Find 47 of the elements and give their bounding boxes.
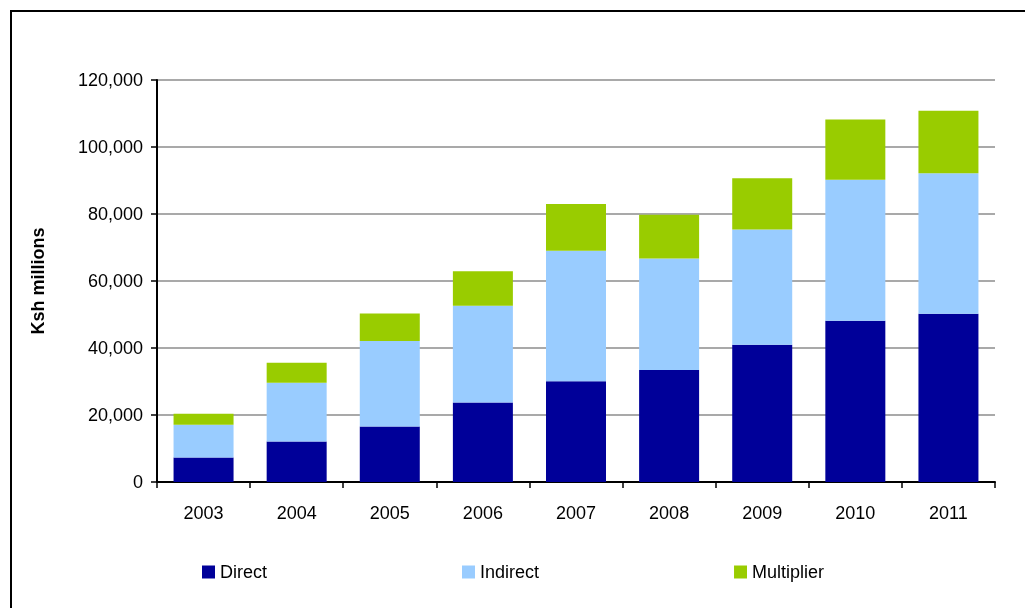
bar xyxy=(825,179,886,321)
y-tick-label: 60,000 xyxy=(87,271,143,291)
bar xyxy=(546,203,606,251)
bar xyxy=(732,178,793,230)
bar xyxy=(546,381,606,482)
y-tick-label: 0 xyxy=(132,472,143,492)
x-tick-label: 2003 xyxy=(183,503,224,523)
bar xyxy=(732,229,793,345)
bar xyxy=(639,214,700,259)
bar xyxy=(546,250,606,382)
y-tick-label: 40,000 xyxy=(87,338,143,358)
x-tick-label: 2006 xyxy=(462,503,503,523)
bar xyxy=(173,457,234,482)
bar xyxy=(918,313,979,482)
bar xyxy=(359,426,420,482)
legend-label: Direct xyxy=(220,562,268,582)
bar xyxy=(359,340,420,427)
x-tick-label: 2005 xyxy=(369,503,410,523)
bar xyxy=(825,119,886,180)
x-tick-label: 2008 xyxy=(649,503,690,523)
y-tick-label: 80,000 xyxy=(87,204,143,224)
legend-label: Multiplier xyxy=(752,562,825,582)
x-tick-label: 2010 xyxy=(835,503,876,523)
bar xyxy=(452,402,513,482)
y-tick-label: 100,000 xyxy=(77,137,143,157)
bar xyxy=(359,313,420,341)
bar xyxy=(266,441,327,482)
bar xyxy=(825,320,886,482)
legend-label: Indirect xyxy=(480,562,540,582)
bar xyxy=(639,258,700,371)
bar xyxy=(918,173,979,314)
y-axis-title: Ksh millions xyxy=(28,227,48,335)
bar xyxy=(266,382,327,442)
bar xyxy=(173,424,234,458)
bar xyxy=(639,370,700,482)
x-tick-label: 2004 xyxy=(276,503,317,523)
bar xyxy=(452,305,513,403)
bar xyxy=(452,271,513,306)
bar xyxy=(266,362,327,383)
x-tick-label: 2011 xyxy=(929,503,968,523)
x-tick-label: 2007 xyxy=(555,503,597,523)
bar xyxy=(732,344,793,482)
y-tick-label: 20,000 xyxy=(87,405,143,425)
y-tick-label: 120,000 xyxy=(77,70,143,90)
bar xyxy=(173,413,234,425)
x-tick-label: 2009 xyxy=(742,503,783,523)
bar xyxy=(918,110,979,174)
